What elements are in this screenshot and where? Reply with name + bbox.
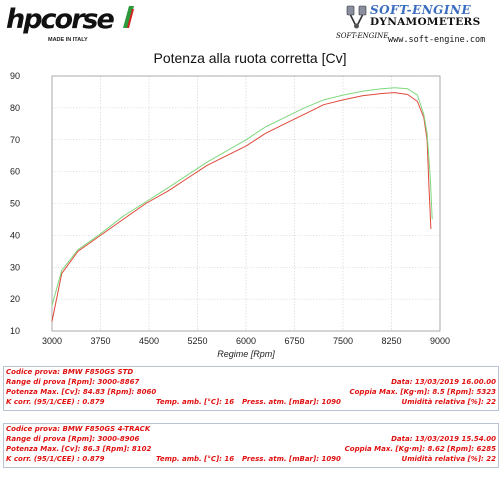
- x-tick-label: 3000: [42, 336, 62, 346]
- y-tick-label: 30: [10, 262, 20, 272]
- test-info-box-std: Codice prova: BMW F850GS STD Range di pr…: [3, 366, 499, 411]
- series-line-2: [51, 87, 433, 306]
- x-tick-label: 6750: [284, 336, 304, 346]
- y-tick-label: 40: [10, 230, 20, 240]
- x-tick-label: 7500: [333, 336, 353, 346]
- chart-title: Potenza alla ruota corretta [Cv]: [153, 50, 347, 66]
- test-power-max: Potenza Max. [Cv]: 86.3 [Rpm]: 8102: [6, 445, 152, 453]
- y-tick-label: 70: [10, 135, 20, 145]
- soft-engine-logo: SOFT-ENGINE DYNAMOMETERS SOFT-ENGINE www…: [336, 2, 496, 48]
- x-tick-label: 3750: [90, 336, 110, 346]
- x-tick-label: 5250: [187, 336, 207, 346]
- series-line-1: [51, 92, 432, 322]
- test-pressure: Press. atm. [mBar]: 1090: [242, 455, 341, 463]
- y-tick-label: 20: [10, 294, 20, 304]
- soft-engine-title: SOFT-ENGINE: [370, 3, 472, 17]
- test-humidity: Umidità relativa [%]: 22: [401, 455, 496, 463]
- test-temp: Temp. amb. [°C]: 16: [156, 398, 235, 406]
- x-tick-label: 8250: [381, 336, 401, 346]
- x-tick-label: 4500: [139, 336, 159, 346]
- test-kcorr: K corr. (95/1/CEE) : 0.879: [6, 398, 105, 406]
- x-tick-label: 6000: [236, 336, 256, 346]
- italian-flag-icon: [123, 6, 134, 28]
- test-range: Range di prova [Rpm]: 3000-8867: [6, 378, 140, 386]
- y-tick-label: 10: [10, 326, 20, 336]
- test-date: Data: 13/03/2019 16.00.00: [391, 378, 496, 386]
- soft-engine-small-label: SOFT-ENGINE: [336, 32, 389, 40]
- x-axis-label: Regime [Rpm]: [217, 349, 275, 359]
- test-torque-max: Coppia Max. [Kg·m]: 8.5 [Rpm]: 5323: [349, 388, 496, 396]
- hpcorse-logo: hpcorse MADE IN ITALY: [6, 4, 124, 46]
- test-power-max: Potenza Max. [Cv]: 84.83 [Rpm]: 8060: [6, 388, 157, 396]
- pistons-icon: [346, 5, 367, 29]
- grid: [51, 75, 441, 332]
- y-tick-label: 90: [10, 71, 20, 81]
- made-in-label: MADE IN ITALY: [48, 37, 88, 43]
- test-humidity: Umidità relativa [%]: 22: [401, 398, 496, 406]
- brand-name: hpcorse: [6, 4, 115, 35]
- tick-labels: 3000 3750 4500 5250 6000 6750 7500 8250 9000 10 20…: [10, 71, 450, 346]
- test-torque-max: Coppia Max. [Kg·m]: 8.62 [Rpm]: 6285: [344, 445, 496, 453]
- y-tick-label: 80: [10, 103, 20, 113]
- test-pressure: Press. atm. [mBar]: 1090: [242, 398, 341, 406]
- website-url: www.soft-engine.com: [388, 35, 486, 45]
- test-temp: Temp. amb. [°C]: 16: [156, 455, 235, 463]
- x-tick-label: 9000: [430, 336, 450, 346]
- test-range: Range di prova [Rpm]: 3000-8906: [6, 435, 140, 443]
- test-info-box-4track: Codice prova: BMW F850GS 4-TRACK Range d…: [3, 423, 499, 468]
- test-code: Codice prova: BMW F850GS 4-TRACK: [6, 425, 151, 433]
- test-date: Data: 13/03/2019 15.54.00: [391, 435, 496, 443]
- test-kcorr: K corr. (95/1/CEE) : 0.879: [6, 455, 105, 463]
- test-code: Codice prova: BMW F850GS STD: [6, 368, 134, 376]
- y-tick-label: 60: [10, 167, 20, 177]
- dynamometers-label: DYNAMOMETERS: [370, 16, 481, 28]
- plot-frame: [51, 75, 441, 332]
- y-tick-label: 50: [10, 199, 20, 209]
- series-lines: [51, 87, 433, 322]
